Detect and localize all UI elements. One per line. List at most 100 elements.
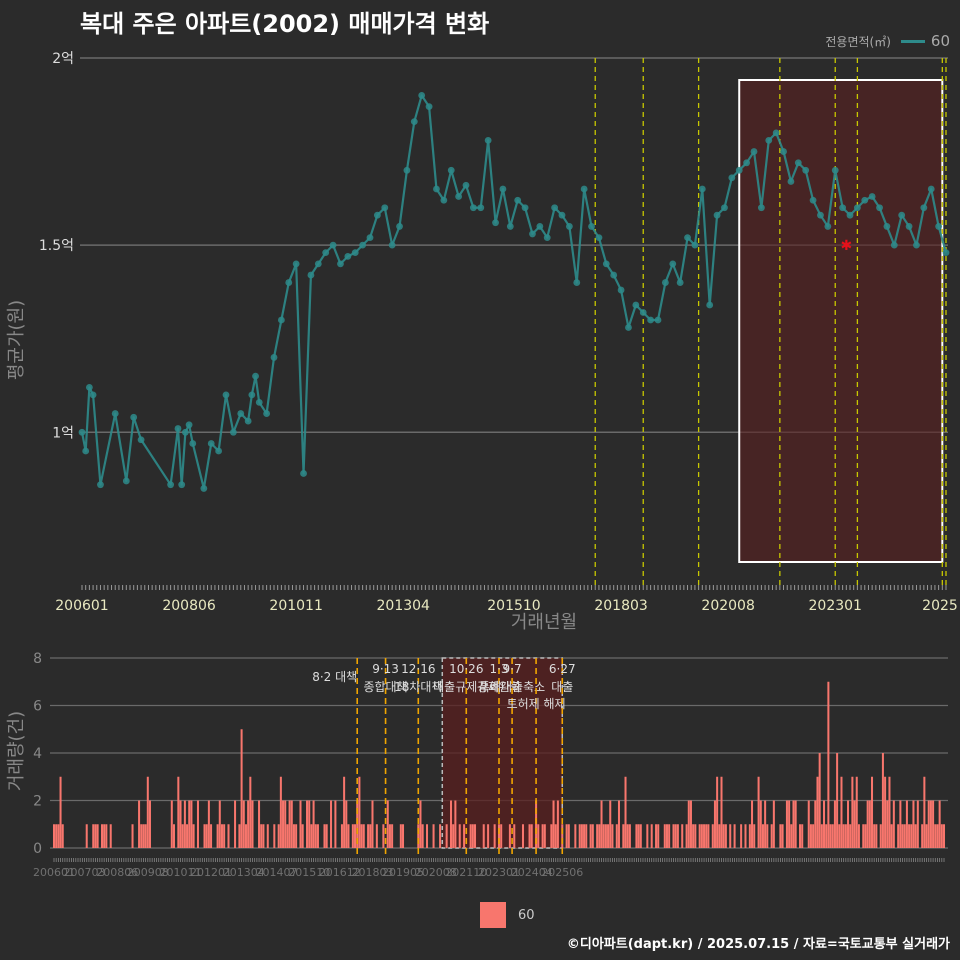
volume-bar bbox=[646, 824, 649, 848]
volume-bar bbox=[753, 824, 756, 848]
volume-bar bbox=[196, 800, 199, 848]
price-point bbox=[189, 440, 197, 447]
volume-bar bbox=[290, 800, 293, 848]
volume-bar bbox=[262, 824, 265, 848]
price-point bbox=[351, 249, 359, 257]
volume-bar bbox=[543, 824, 546, 848]
policy-annotation: 대출규제강화 bbox=[433, 680, 499, 694]
volume-bar bbox=[849, 824, 852, 848]
volume-bar bbox=[871, 776, 874, 848]
volume-bar bbox=[508, 824, 511, 848]
price-point bbox=[529, 230, 536, 238]
bar-y-tick-label: 6 bbox=[33, 699, 42, 715]
price-point bbox=[514, 196, 522, 204]
volume-bar bbox=[829, 824, 832, 848]
volume-bar bbox=[138, 800, 141, 848]
volume-bar bbox=[419, 800, 422, 848]
volume-bar bbox=[286, 824, 289, 848]
volume-bar bbox=[720, 776, 723, 848]
volume-bar bbox=[888, 776, 891, 848]
volume-bar bbox=[879, 824, 882, 848]
volume-bar bbox=[908, 824, 911, 848]
policy-annotation: 토허제 해제 bbox=[507, 697, 566, 711]
volume-bar bbox=[391, 824, 394, 848]
volume-bar bbox=[881, 753, 884, 848]
price-point bbox=[506, 223, 514, 230]
volume-bar bbox=[301, 824, 304, 848]
volume-bar bbox=[94, 824, 97, 848]
volume-bar bbox=[687, 800, 690, 848]
volume-bar bbox=[310, 824, 313, 848]
price-point bbox=[78, 428, 86, 436]
volume-bar bbox=[251, 800, 254, 848]
price-point bbox=[728, 174, 736, 182]
volume-bar bbox=[279, 776, 282, 848]
volume-bar bbox=[277, 824, 280, 848]
price-point bbox=[222, 391, 230, 399]
volume-bar bbox=[439, 824, 442, 848]
source-footer: ©디아파트(dapt.kr) / 2025.07.15 / 자료=국토교통부 실… bbox=[566, 937, 950, 952]
price-point bbox=[97, 481, 104, 489]
volume-bar bbox=[689, 800, 692, 848]
price-point bbox=[469, 204, 477, 212]
volume-bar bbox=[766, 824, 769, 848]
volume-bar bbox=[740, 824, 743, 848]
volume-bar bbox=[589, 824, 592, 848]
volume-bar bbox=[205, 824, 208, 848]
x-tick-label: 201304 bbox=[377, 598, 431, 614]
x-tick-label: 201803 bbox=[594, 598, 647, 614]
price-point bbox=[167, 481, 175, 489]
price-point bbox=[285, 279, 293, 286]
volume-bar bbox=[96, 824, 99, 848]
bar-x-tick-label: 200601 bbox=[33, 866, 75, 879]
volume-bar bbox=[454, 800, 457, 848]
volume-bar bbox=[722, 824, 725, 848]
volume-bar bbox=[458, 824, 461, 848]
volume-bar bbox=[55, 824, 58, 848]
price-point bbox=[200, 485, 208, 492]
volume-bar bbox=[855, 776, 858, 848]
volume-bar bbox=[535, 800, 538, 848]
volume-bar bbox=[140, 824, 143, 848]
volume-bar bbox=[471, 824, 474, 848]
price-point bbox=[499, 185, 507, 193]
volume-bar bbox=[657, 824, 660, 848]
volume-bar bbox=[703, 824, 706, 848]
volume-bar bbox=[314, 824, 317, 848]
price-point bbox=[735, 166, 743, 174]
bar-x-tick-label: 200703 bbox=[64, 866, 106, 879]
volume-bar bbox=[308, 800, 311, 848]
volume-bar bbox=[402, 824, 405, 848]
price-point bbox=[698, 185, 706, 193]
volume-bar bbox=[792, 800, 795, 848]
price-point bbox=[883, 223, 891, 230]
price-point bbox=[137, 436, 145, 444]
price-point bbox=[905, 223, 913, 230]
volume-bar bbox=[807, 800, 810, 848]
volume-bar bbox=[916, 800, 919, 848]
latest-price-marker: ✱ bbox=[840, 238, 852, 254]
volume-bar bbox=[351, 824, 354, 848]
policy-annotation: 6·27 bbox=[549, 662, 576, 676]
bar-y-tick-label: 0 bbox=[33, 841, 42, 857]
policy-annotation: 특례대출축소 bbox=[479, 680, 545, 694]
volume-bar bbox=[912, 800, 915, 848]
policy-annotation: 대출 bbox=[551, 680, 573, 694]
price-point bbox=[366, 234, 374, 242]
price-point bbox=[477, 204, 485, 212]
price-point bbox=[868, 193, 876, 200]
volume-bar bbox=[561, 824, 564, 848]
policy-annotation: 9·13 bbox=[372, 662, 399, 676]
price-point bbox=[765, 136, 773, 144]
volume-bar bbox=[700, 824, 703, 848]
volume-bar bbox=[288, 800, 291, 848]
price-point bbox=[876, 204, 883, 212]
price-point bbox=[898, 211, 906, 219]
price-point bbox=[111, 410, 119, 417]
volume-bar bbox=[330, 800, 333, 848]
volume-bar bbox=[382, 824, 385, 848]
price-point bbox=[185, 421, 193, 429]
price-point bbox=[388, 241, 396, 249]
volume-bar bbox=[607, 824, 610, 848]
